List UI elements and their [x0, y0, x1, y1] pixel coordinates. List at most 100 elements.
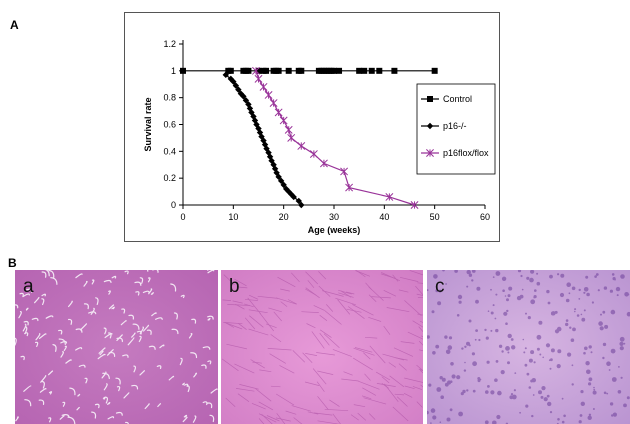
nucleus-dot	[514, 372, 517, 374]
gland-stroke	[48, 391, 53, 395]
spindle-cell-stroke	[304, 381, 320, 386]
nucleus-dot	[492, 420, 497, 424]
nucleus-dot	[591, 301, 594, 304]
gland-stroke	[122, 354, 129, 358]
nucleus-dot	[471, 279, 474, 282]
nucleus-dot	[495, 271, 501, 276]
spindle-cell-stroke	[317, 370, 334, 375]
nucleus-dot	[472, 361, 477, 367]
nucleus-dot	[556, 326, 562, 332]
gland-stroke	[41, 271, 47, 278]
gland-stroke	[98, 347, 106, 354]
spindle-cell-stroke	[364, 336, 378, 339]
gland-stroke	[120, 320, 127, 326]
gland-stroke	[38, 333, 47, 339]
gland-stroke	[107, 416, 115, 420]
nucleus-dot	[526, 276, 530, 280]
spindle-cell-stroke	[223, 274, 235, 286]
spindle-cell-stroke	[418, 368, 423, 372]
legend-entry-label: p16-/-	[443, 121, 467, 131]
spindle-cell-stroke	[418, 326, 423, 333]
gland-stroke	[133, 365, 137, 373]
spindle-cell-stroke	[404, 385, 415, 390]
gland-stroke	[15, 304, 19, 309]
gland-stroke	[116, 386, 121, 392]
spindle-cell-stroke	[353, 347, 375, 356]
nucleus-dot	[536, 334, 542, 340]
spindle-cell-stroke	[412, 386, 423, 390]
gland-stroke	[182, 416, 188, 423]
data-point	[237, 90, 245, 97]
gland-stroke	[48, 417, 52, 423]
nucleus-dot	[490, 390, 495, 395]
nucleus-dot	[602, 356, 605, 360]
spindle-cell-stroke	[394, 393, 405, 396]
spindle-cell-stroke	[318, 271, 327, 280]
spindle-cell-stroke	[338, 292, 354, 298]
data-point	[180, 67, 186, 74]
nucleus-dot	[627, 293, 630, 296]
nucleus-dot	[496, 414, 501, 420]
gland-stroke	[35, 333, 41, 341]
spindle-cell-stroke	[292, 350, 306, 363]
spindle-cell-stroke	[347, 306, 365, 319]
nucleus-dot	[593, 388, 596, 391]
spindle-cell-stroke	[398, 363, 407, 371]
gland-stroke	[63, 345, 67, 351]
spindle-cell-stroke	[285, 410, 297, 415]
gland-stroke	[188, 333, 193, 339]
x-tick-label: 0	[180, 212, 185, 222]
nucleus-dot	[587, 415, 592, 420]
gland-stroke	[101, 371, 107, 379]
spindle-cell-stroke	[279, 365, 295, 374]
gland-stroke	[170, 283, 177, 292]
gland-stroke	[23, 293, 30, 297]
histology-label-c: c	[435, 276, 445, 297]
spindle-cell-stroke	[293, 417, 303, 424]
data-point	[331, 67, 337, 74]
histology-label-a: a	[23, 276, 34, 297]
nucleus-dot	[485, 336, 489, 340]
nucleus-dot	[510, 338, 514, 341]
nucleus-dot	[492, 304, 495, 307]
data-point	[232, 82, 240, 89]
nucleus-dot	[550, 358, 553, 362]
nucleus-dot	[461, 347, 464, 350]
nucleus-dot	[532, 394, 535, 396]
gland-stroke	[88, 311, 97, 315]
nucleus-dot	[441, 377, 446, 382]
nucleus-dot	[448, 336, 453, 340]
nucleus-dot	[600, 313, 602, 316]
nucleus-dot	[615, 286, 621, 292]
spindle-cell-stroke	[302, 352, 313, 364]
nucleus-dot	[472, 389, 476, 393]
gland-stroke	[157, 403, 162, 408]
spindle-cell-stroke	[403, 392, 413, 398]
nucleus-dot	[549, 411, 553, 414]
spindle-cell-stroke	[362, 387, 377, 396]
spindle-cell-stroke	[250, 359, 265, 369]
nucleus-dot	[610, 309, 616, 315]
y-axis-label: Survival rate	[143, 97, 153, 151]
spindle-cell-stroke	[247, 297, 261, 315]
nucleus-dot	[542, 356, 544, 359]
spindle-cell-stroke	[353, 357, 373, 371]
nucleus-dot	[602, 342, 607, 347]
spindle-cell-stroke	[319, 332, 330, 346]
data-point	[385, 192, 394, 201]
spindle-cell-stroke	[417, 282, 423, 284]
nucleus-dot	[571, 286, 576, 291]
nucleus-dot	[580, 401, 585, 406]
data-point	[261, 141, 269, 148]
spindle-cell-stroke	[319, 314, 328, 321]
nucleus-dot	[603, 286, 608, 290]
data-point	[264, 91, 273, 99]
data-point	[250, 113, 257, 120]
gland-stroke	[102, 372, 110, 380]
gland-stroke	[124, 270, 129, 275]
gland-stroke	[59, 415, 65, 420]
spindle-cell-stroke	[313, 412, 333, 416]
nucleus-dot	[468, 273, 473, 277]
gland-stroke	[62, 401, 66, 407]
nucleus-dot	[588, 345, 592, 349]
